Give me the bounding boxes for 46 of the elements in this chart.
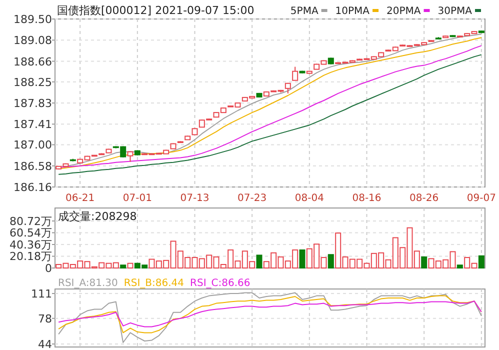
y-tick-label: 189.08: [14, 34, 52, 48]
bar: [256, 254, 262, 268]
x-tick-label: 08-26: [410, 193, 439, 204]
legend-label: 10PMA: [335, 6, 370, 17]
chart-title: 国债指数[000012] 2021-09-07 15:00: [57, 4, 254, 17]
x-tick-label: 08-16: [352, 193, 382, 204]
x-tick-label: 07-13: [180, 193, 210, 204]
y-tick-label: 187.41: [14, 118, 52, 132]
y-tick-label: 188.66: [14, 55, 52, 68]
bar: [456, 264, 463, 268]
y-tick-label: 44: [38, 338, 52, 350]
legend-label: 20PMA: [386, 6, 421, 17]
series-label: RSI_C:86.66: [190, 278, 250, 289]
y-tick-label: 80.72万: [10, 214, 52, 228]
bar: [478, 255, 484, 268]
chart-title: 成交量:208298: [58, 210, 137, 223]
series-label: RSI_A:81.30: [58, 278, 118, 289]
y-tick-label: 188.25: [14, 76, 52, 89]
y-tick-label: 186.16: [14, 181, 52, 194]
y-tick-label: 189.50: [14, 13, 52, 26]
legend-label: 5PMA: [290, 6, 318, 17]
y-tick-label: 187.83: [14, 97, 52, 110]
bar: [421, 256, 428, 268]
y-tick-label: 187.00: [14, 138, 52, 152]
y-tick-label: 111: [31, 288, 52, 301]
candlestick: [292, 66, 298, 81]
legend-label: 30PMA: [438, 6, 472, 17]
bar: [299, 249, 306, 268]
bar: [127, 262, 134, 268]
bar: [328, 254, 334, 268]
x-tick-label: 07-01: [122, 193, 152, 204]
y-tick-label: 0: [45, 262, 52, 275]
text: RSI_B:86.44: [124, 278, 184, 289]
x-tick-label: 07-23: [238, 193, 267, 204]
line-series: [58, 300, 482, 328]
y-tick-label: 60.54万: [10, 226, 52, 240]
x-tick-label: 06-21: [66, 193, 95, 204]
x-tick-label: 09-07: [466, 193, 496, 204]
line-series: [58, 295, 482, 334]
line-series: [58, 292, 482, 343]
bar: [120, 264, 126, 268]
x-tick-label: 08-04: [294, 193, 324, 204]
y-tick-label: 40.36万: [10, 238, 52, 252]
y-tick-label: 186.58: [14, 160, 52, 173]
y-tick-label: 20.18万: [10, 250, 52, 264]
y-tick-label: 78: [38, 312, 52, 326]
